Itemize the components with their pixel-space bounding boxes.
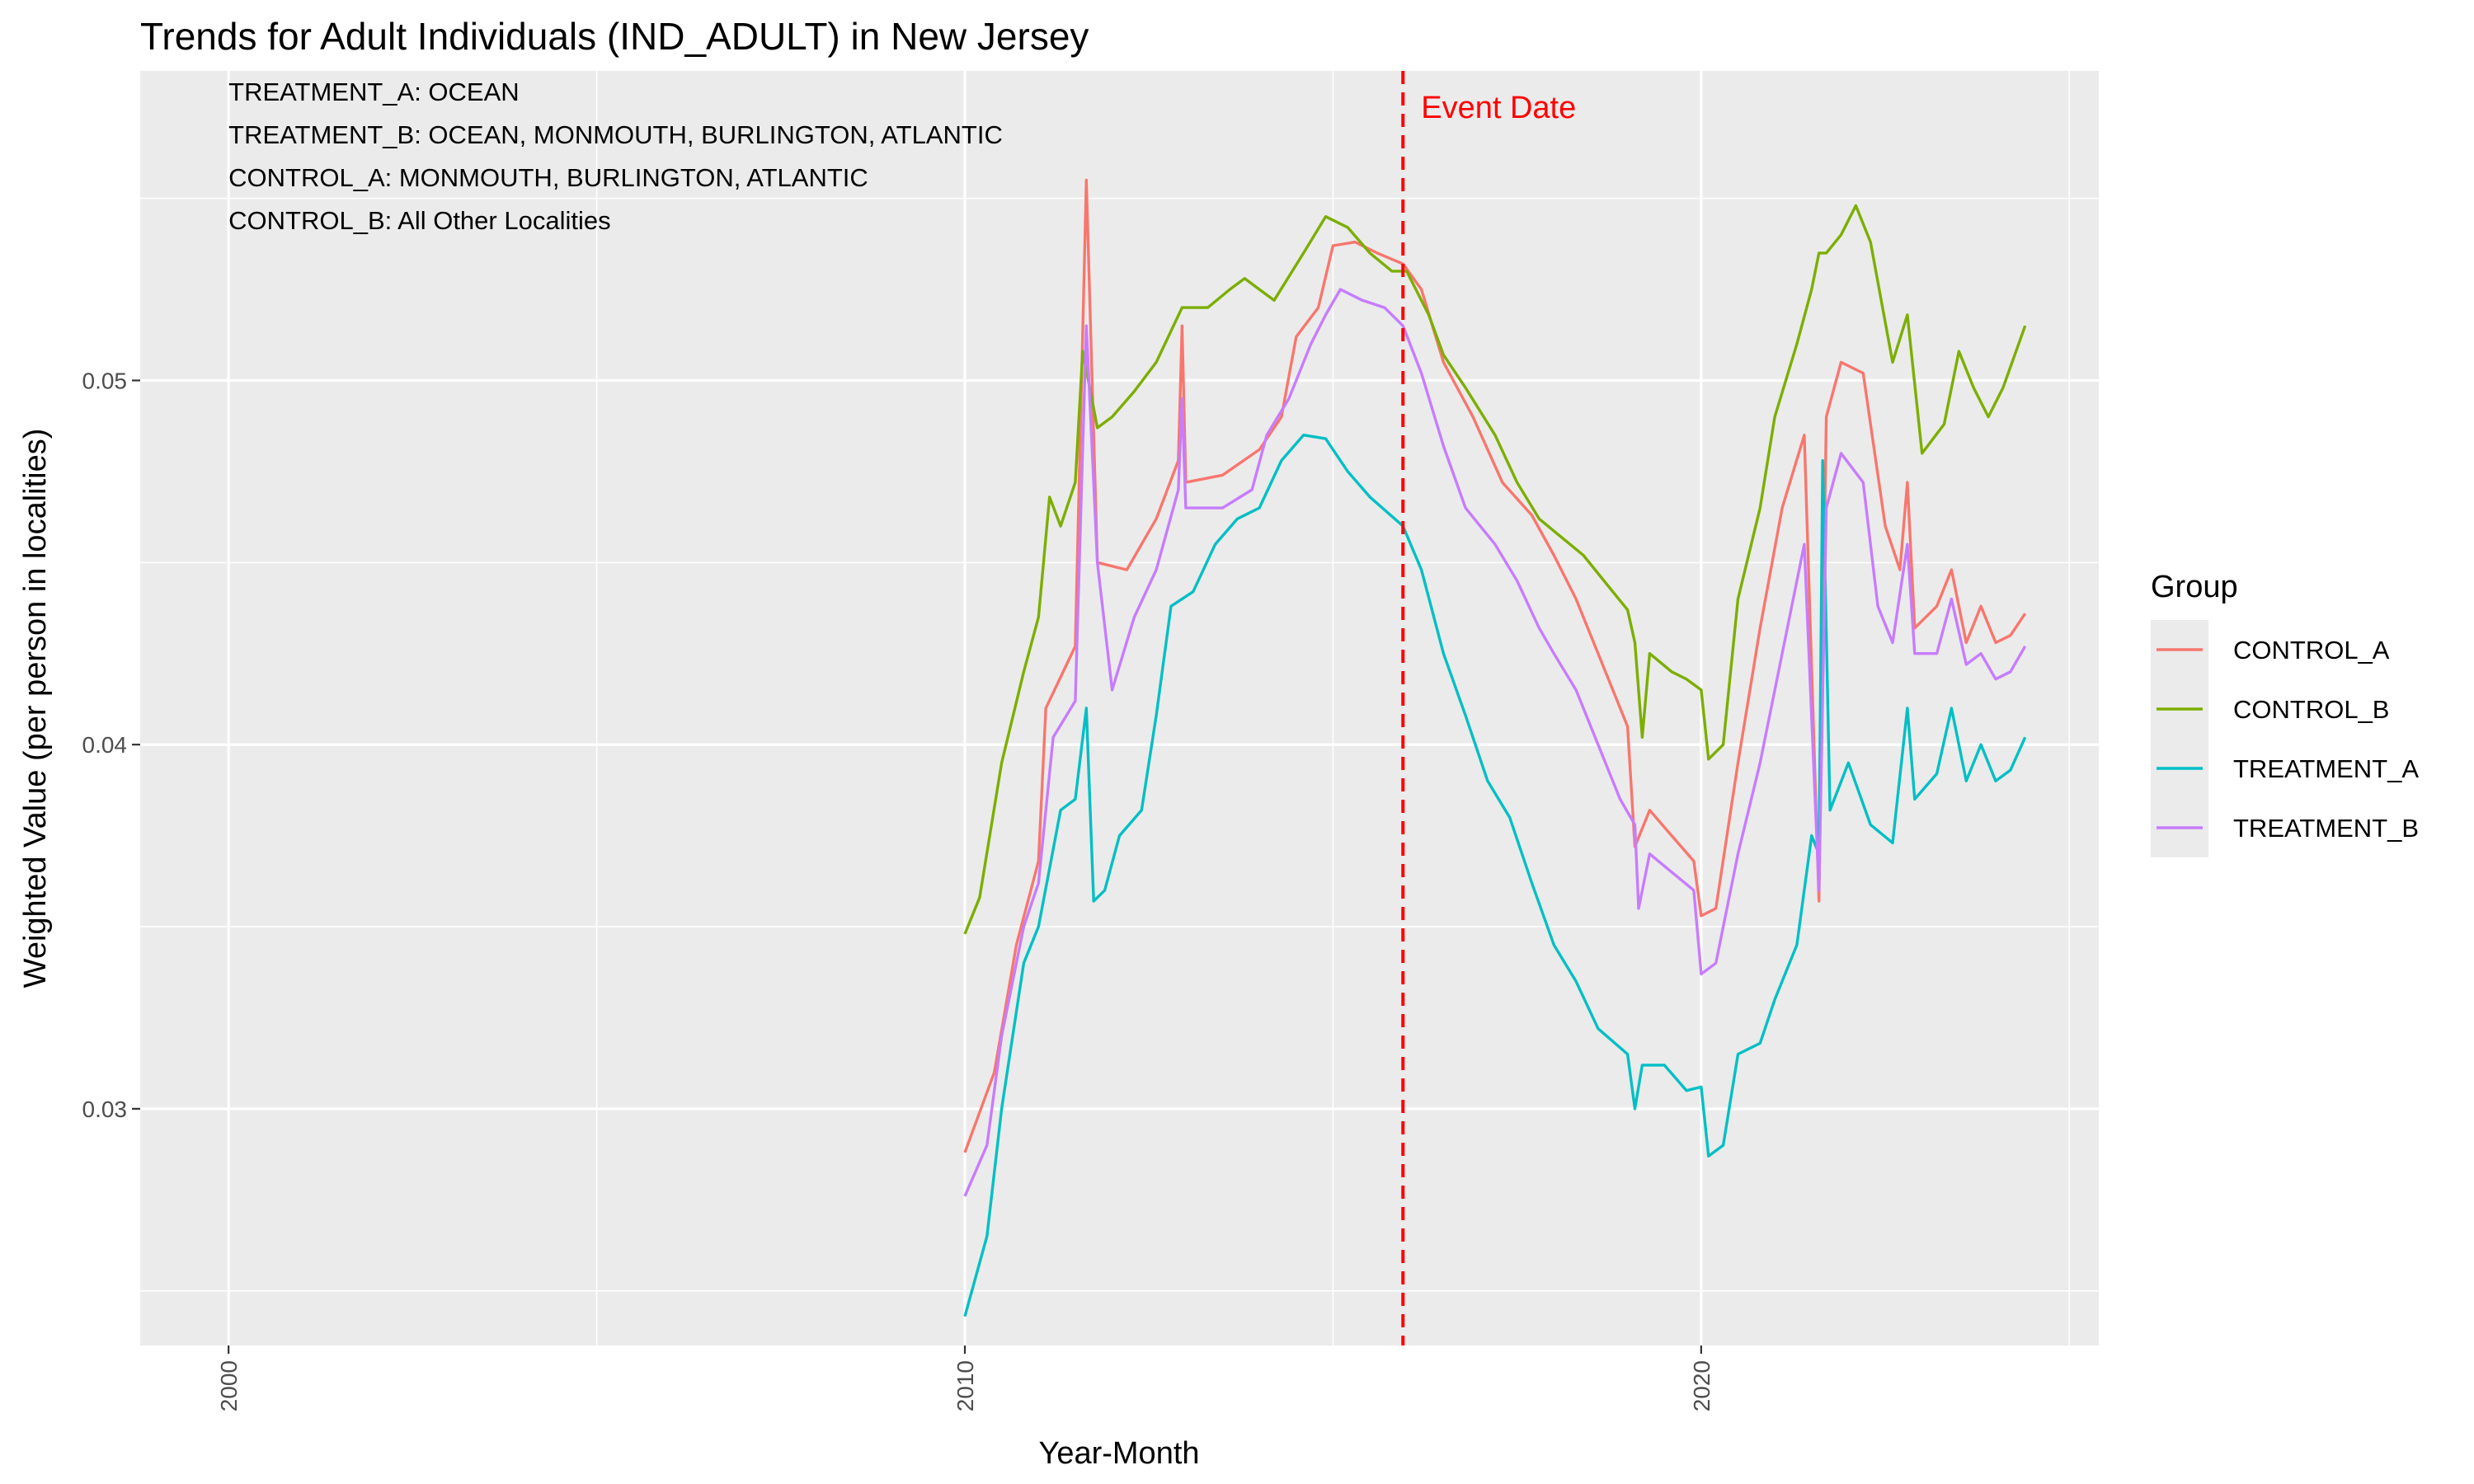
- legend-label: CONTROL_B: [2233, 695, 2389, 724]
- event-date-label: Event Date: [1421, 91, 1576, 125]
- legend-label: TREATMENT_B: [2233, 814, 2419, 843]
- legend: Group CONTROL_A CONTROL_B TREATMENT_A TREAT…: [2151, 570, 2419, 857]
- major-gridlines: [140, 71, 2099, 1345]
- x-tick-label: 2010: [952, 1360, 978, 1411]
- y-tick-label: 0.05: [82, 368, 128, 393]
- series-line-treatment-b: [963, 288, 2027, 1197]
- annotation-treatment-b: TREATMENT_B: OCEAN, MONMOUTH, BURLINGTON…: [228, 120, 1003, 149]
- series-line-control-a: [963, 178, 2027, 1153]
- legend-label: CONTROL_A: [2233, 636, 2390, 665]
- annotation-control-b: CONTROL_B: All Other Localities: [228, 206, 610, 235]
- chart-title: Trends for Adult Individuals (IND_ADULT)…: [140, 15, 1089, 58]
- x-axis: 2000 2010 2020: [216, 1345, 1714, 1411]
- x-tick-label: 2000: [216, 1360, 242, 1411]
- plot-panel: [140, 71, 2099, 1345]
- series-line-control-b: [963, 204, 2027, 935]
- y-axis: 0.03 0.04 0.05: [82, 368, 140, 1122]
- legend-label: TREATMENT_A: [2233, 754, 2419, 783]
- annotation-control-a: CONTROL_A: MONMOUTH, BURLINGTON, ATLANTI…: [228, 163, 868, 192]
- y-axis-title: Weighted Value (per person in localities…: [18, 429, 53, 989]
- annotation-block: TREATMENT_A: OCEAN TREATMENT_B: OCEAN, M…: [228, 77, 1003, 235]
- y-tick-label: 0.03: [82, 1097, 128, 1122]
- legend-title: Group: [2151, 570, 2238, 604]
- series-line-treatment-a: [963, 434, 2027, 1317]
- annotation-treatment-a: TREATMENT_A: OCEAN: [228, 77, 520, 106]
- minor-gridlines: [140, 71, 2099, 1345]
- y-tick-label: 0.04: [82, 732, 128, 758]
- x-axis-title: Year-Month: [1038, 1436, 1199, 1471]
- x-tick-label: 2020: [1689, 1360, 1714, 1411]
- series-layer: [963, 178, 2027, 1317]
